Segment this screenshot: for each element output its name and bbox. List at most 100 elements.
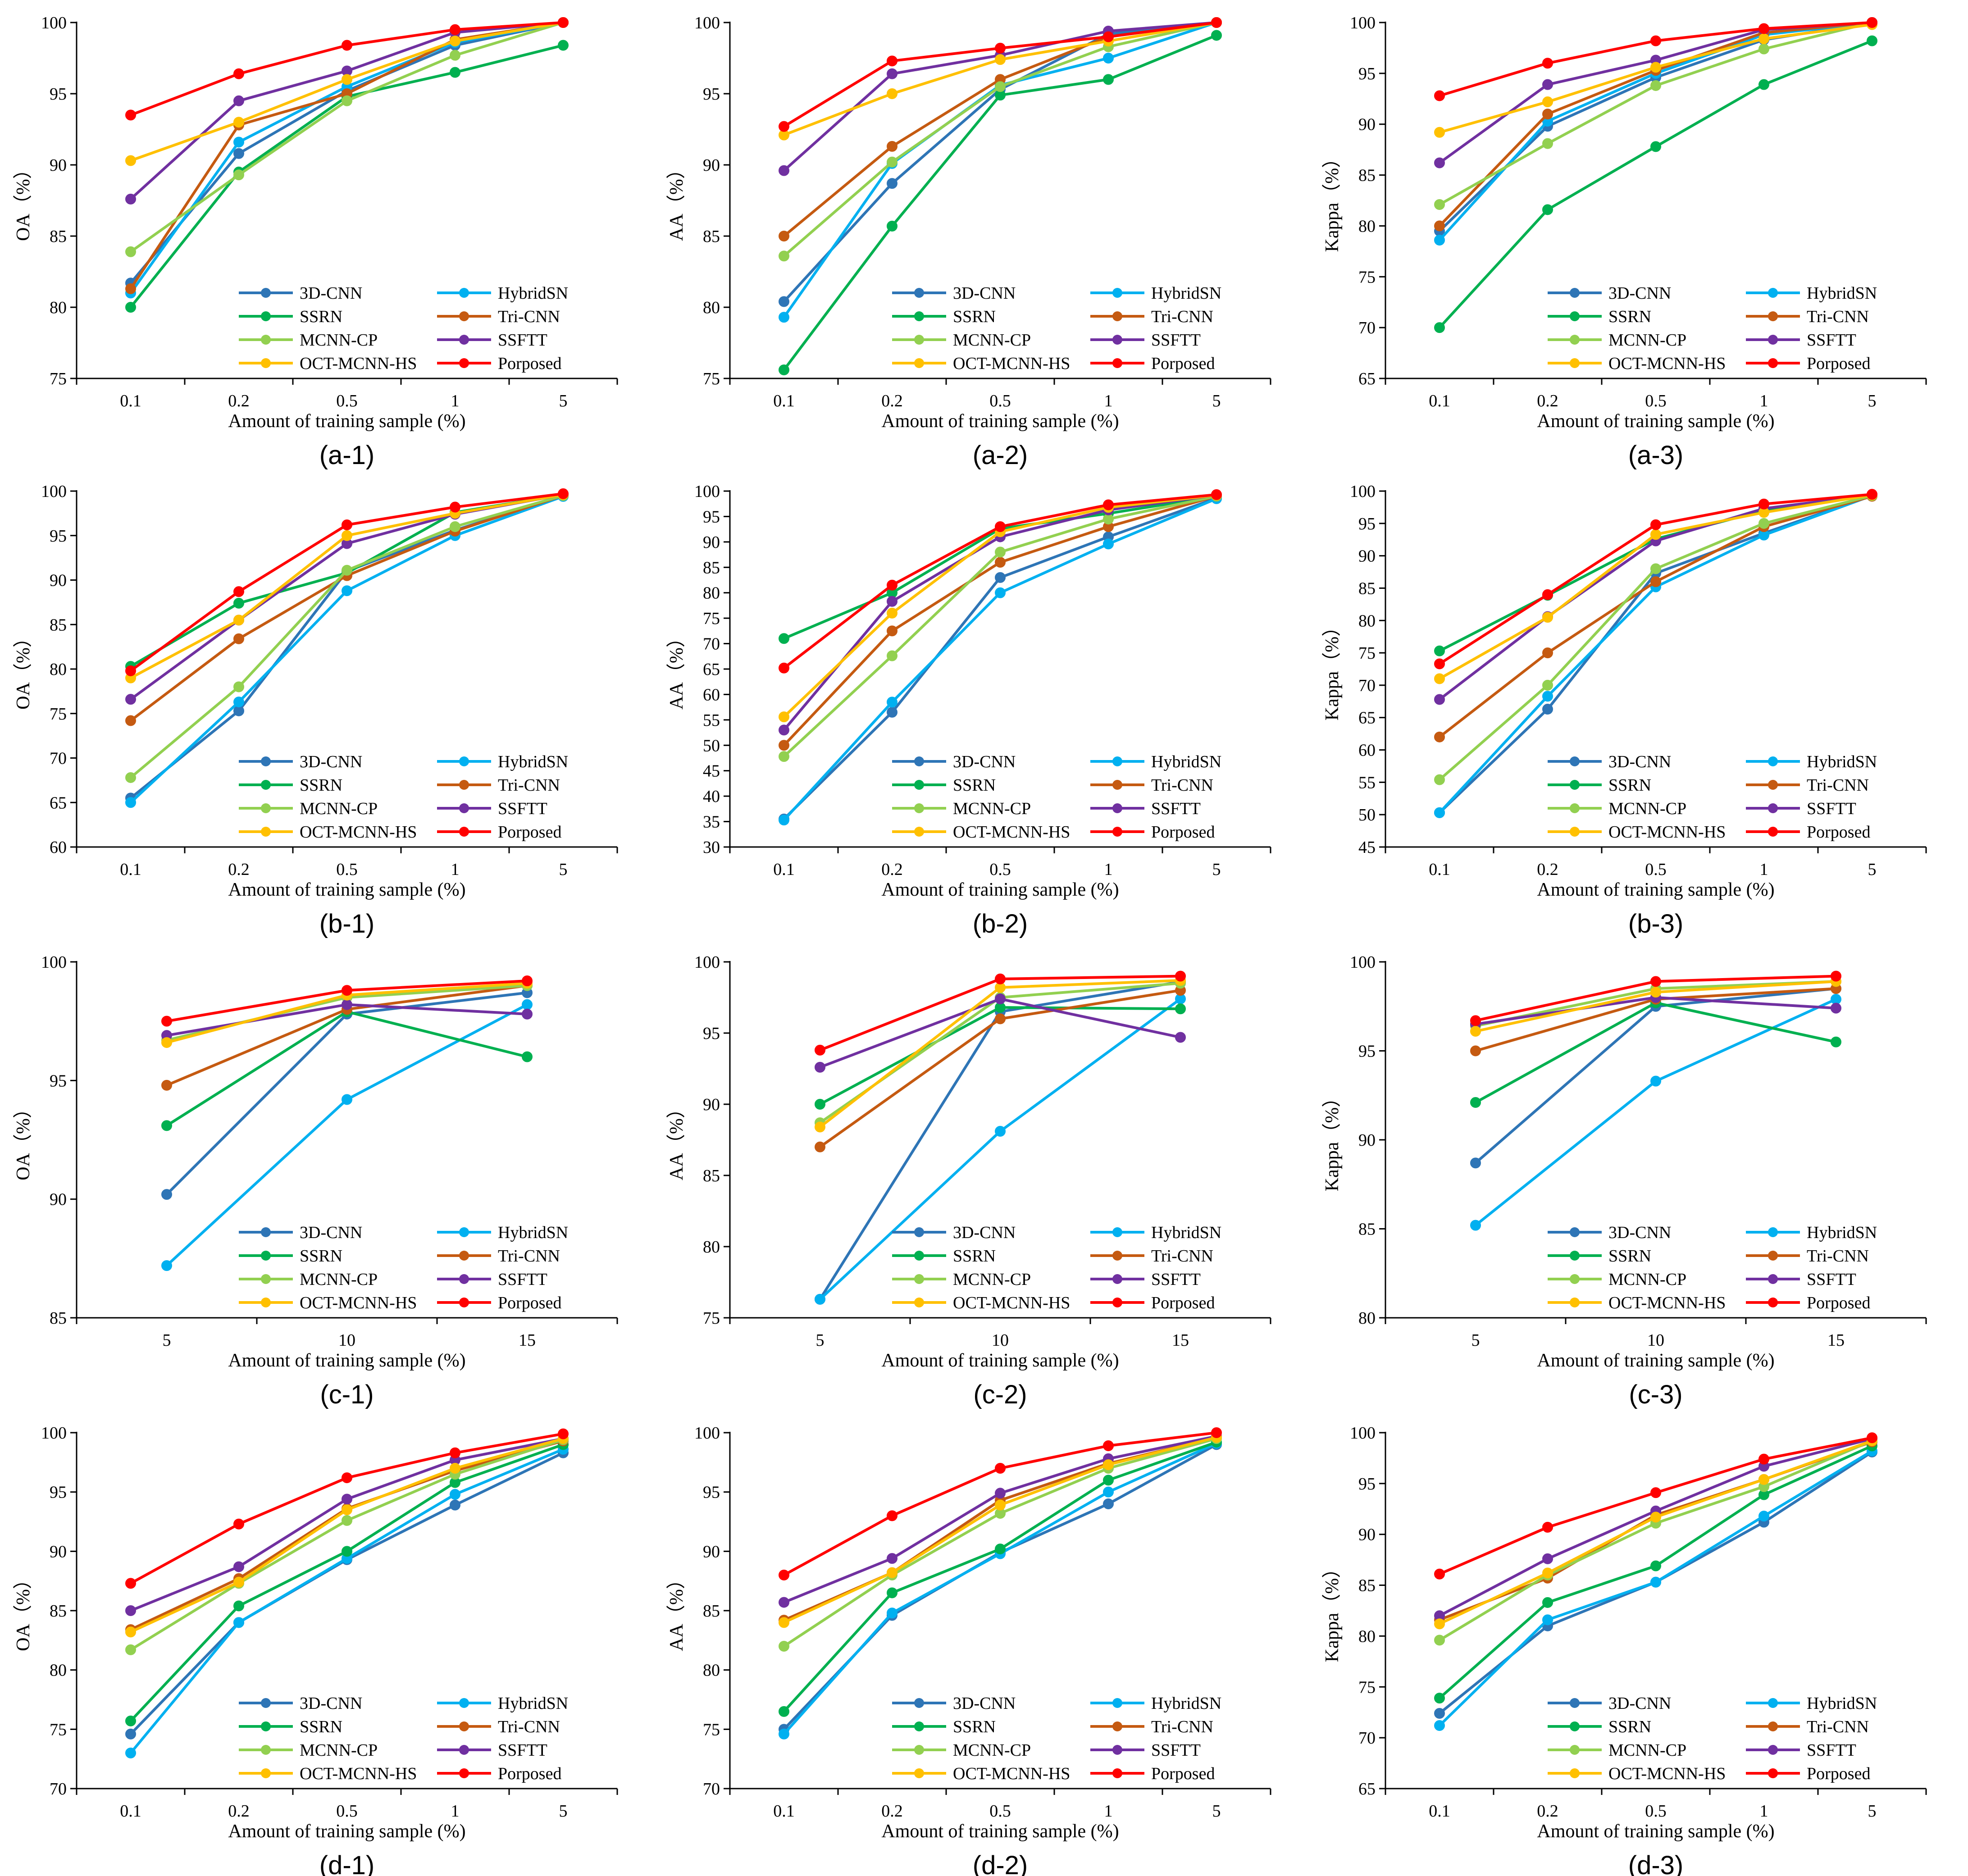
legend-label: OCT-MCNN-HS bbox=[1608, 823, 1726, 842]
legend-label: Tri-CNN bbox=[498, 307, 560, 326]
data-point bbox=[779, 711, 789, 723]
legend-item: OCT-MCNN-HS bbox=[892, 1293, 1070, 1312]
legend-swatch-marker bbox=[459, 1745, 469, 1755]
data-point bbox=[1434, 1568, 1445, 1580]
legend-item: SSRN bbox=[1548, 1717, 1651, 1736]
legend-item: OCT-MCNN-HS bbox=[239, 1764, 417, 1783]
legend-swatch-marker bbox=[459, 335, 469, 345]
legend-item: OCT-MCNN-HS bbox=[239, 354, 417, 373]
legend-label: MCNN-CP bbox=[953, 1270, 1031, 1289]
legend-item: Porposed bbox=[1746, 823, 1870, 842]
data-point bbox=[233, 1561, 244, 1572]
y-tick-label: 85 bbox=[1358, 579, 1376, 598]
data-point bbox=[1650, 1487, 1661, 1498]
y-tick-label: 95 bbox=[1358, 1042, 1376, 1061]
data-point bbox=[342, 585, 352, 596]
data-point bbox=[1542, 612, 1553, 623]
legend-label: MCNN-CP bbox=[953, 799, 1031, 818]
legend-item: OCT-MCNN-HS bbox=[239, 1293, 417, 1312]
legend-label: OCT-MCNN-HS bbox=[1608, 1293, 1726, 1312]
x-axis-title: Amount of training sample (%) bbox=[228, 1350, 465, 1371]
data-point bbox=[342, 1515, 352, 1526]
data-point bbox=[1175, 1032, 1186, 1043]
legend-label: Tri-CNN bbox=[1151, 1717, 1213, 1736]
legend-item: OCT-MCNN-HS bbox=[892, 354, 1070, 373]
legend-item: MCNN-CP bbox=[892, 1741, 1031, 1760]
x-tick-label: 0.2 bbox=[881, 860, 903, 879]
series-line-ssrn bbox=[1475, 1001, 1836, 1104]
data-point bbox=[779, 296, 789, 307]
legend-swatch-marker bbox=[914, 1251, 924, 1261]
legend-item: SSRN bbox=[892, 307, 996, 326]
data-point bbox=[815, 1121, 825, 1133]
y-axis-title: OA（%） bbox=[13, 1099, 34, 1180]
x-tick-label: 0.5 bbox=[336, 392, 358, 410]
y-tick-label: 85 bbox=[50, 1309, 67, 1328]
data-point bbox=[1758, 1453, 1769, 1465]
y-tick-label: 70 bbox=[1358, 1729, 1376, 1748]
legend-swatch-marker bbox=[1768, 1227, 1778, 1237]
y-tick-label: 95 bbox=[50, 85, 67, 104]
y-tick-label: 100 bbox=[41, 14, 67, 32]
legend-item: SSFTT bbox=[1090, 1741, 1201, 1760]
panel-label: (b-2) bbox=[973, 909, 1028, 938]
legend-item: Tri-CNN bbox=[437, 776, 560, 795]
x-tick-label: 0.5 bbox=[1645, 392, 1667, 410]
legend-swatch-marker bbox=[261, 358, 271, 368]
y-axis-title: Kappa（%） bbox=[1322, 1088, 1343, 1192]
data-point bbox=[1470, 1097, 1481, 1108]
x-tick-label: 0.1 bbox=[1429, 1802, 1450, 1821]
data-point bbox=[1434, 1708, 1445, 1719]
legend-item: 3D-CNN bbox=[1548, 1694, 1671, 1713]
legend-swatch-marker bbox=[459, 288, 469, 298]
legend-item: 3D-CNN bbox=[239, 1223, 362, 1242]
legend-item: MCNN-CP bbox=[239, 1270, 378, 1289]
legend-item: 3D-CNN bbox=[239, 752, 362, 771]
data-point bbox=[815, 1141, 825, 1152]
x-tick-label: 5 bbox=[1471, 1331, 1480, 1350]
legend-item: Porposed bbox=[1746, 354, 1870, 373]
data-point bbox=[1434, 1635, 1445, 1646]
x-tick-label: 5 bbox=[1868, 860, 1877, 879]
legend-swatch-marker bbox=[1570, 311, 1580, 321]
data-point bbox=[1434, 90, 1445, 101]
data-point bbox=[1211, 489, 1222, 500]
legend-label: SSFTT bbox=[498, 799, 547, 818]
legend-swatch-marker bbox=[1112, 1251, 1122, 1261]
chart-a-3: 65 70 75 80 85 90 95 100 0.1 0.2 0.5 1 5 Amount of tr… bbox=[1322, 14, 1927, 470]
data-point bbox=[1434, 220, 1445, 232]
y-tick-label: 100 bbox=[41, 1424, 67, 1443]
chart-a-2: 75 80 85 90 95 100 0.1 0.2 0.5 1 5 Amount of traini… bbox=[666, 14, 1271, 470]
data-point bbox=[995, 546, 1006, 558]
data-point bbox=[887, 1510, 897, 1521]
y-tick-label: 95 bbox=[50, 1483, 67, 1502]
legend-item: SSFTT bbox=[437, 1741, 547, 1760]
legend-swatch-marker bbox=[1768, 780, 1778, 790]
series-line-3d-cnn bbox=[783, 1443, 1217, 1730]
y-tick-label: 95 bbox=[50, 1071, 67, 1090]
legend-item: HybridSN bbox=[1746, 1694, 1877, 1713]
y-tick-label: 65 bbox=[1358, 1780, 1376, 1799]
legend-label: 3D-CNN bbox=[300, 752, 362, 771]
data-point bbox=[887, 706, 897, 718]
legend-item: SSRN bbox=[1548, 307, 1651, 326]
legend-item: OCT-MCNN-HS bbox=[239, 823, 417, 842]
data-point bbox=[1434, 673, 1445, 684]
y-tick-label: 75 bbox=[703, 1309, 720, 1328]
x-tick-label: 0.5 bbox=[989, 1802, 1011, 1821]
data-point bbox=[1542, 1567, 1553, 1579]
legend-label: HybridSN bbox=[1151, 1223, 1221, 1242]
legend-label: SSFTT bbox=[1807, 1741, 1856, 1760]
data-point bbox=[125, 772, 136, 783]
legend-swatch-marker bbox=[459, 1251, 469, 1261]
data-point bbox=[1434, 807, 1445, 818]
data-point bbox=[522, 1051, 533, 1062]
legend-label: HybridSN bbox=[1807, 1223, 1877, 1242]
legend-item: OCT-MCNN-HS bbox=[1548, 823, 1726, 842]
legend-item: Tri-CNN bbox=[437, 1247, 560, 1266]
data-point bbox=[779, 1706, 789, 1717]
y-tick-label: 75 bbox=[703, 609, 720, 628]
data-point bbox=[1542, 704, 1553, 715]
data-point bbox=[161, 1260, 172, 1271]
data-point bbox=[1542, 109, 1553, 120]
